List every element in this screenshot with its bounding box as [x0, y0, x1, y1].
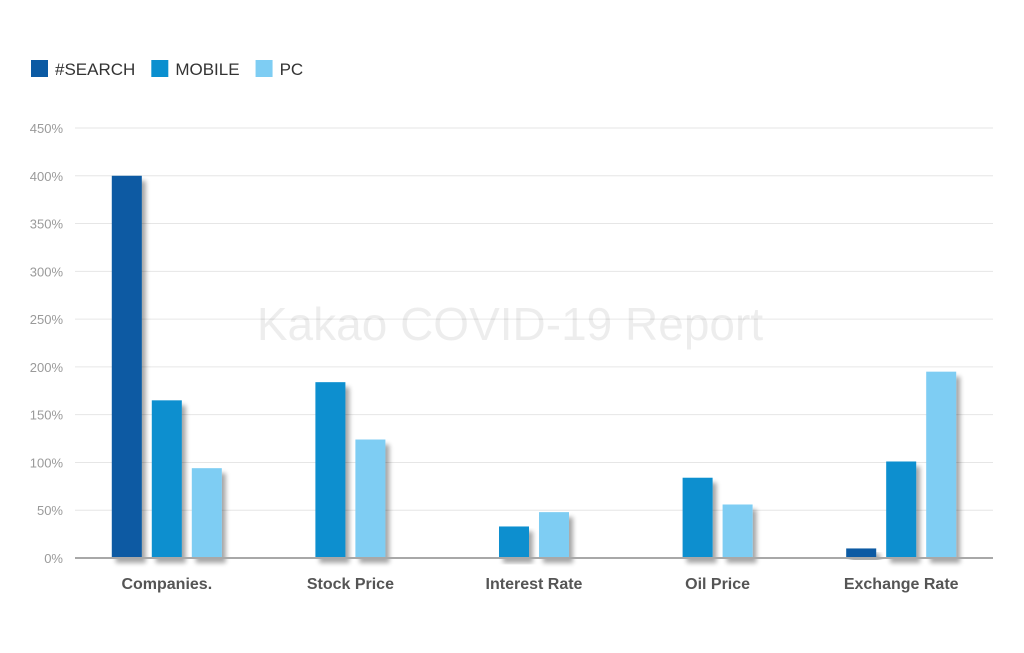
y-tick-label: 250% — [30, 312, 64, 327]
bar-pc-1 — [355, 439, 386, 558]
y-tick-label: 50% — [37, 503, 63, 518]
x-tick-label: Interest Rate — [486, 576, 583, 593]
legend-label: #SEARCH — [55, 60, 135, 79]
legend-item: MOBILE — [151, 60, 240, 79]
bar-pc-0 — [191, 468, 222, 558]
bar-mobile-1 — [315, 382, 346, 558]
bar-mobile-2 — [499, 526, 529, 558]
gridlines — [75, 127, 993, 511]
bar-pc-3 — [722, 504, 753, 558]
x-tick-label: Stock Price — [307, 576, 394, 593]
watermark-text: Kakao COVID-19 Report — [257, 298, 763, 350]
legend-swatch — [151, 60, 169, 77]
y-tick-label: 150% — [30, 408, 64, 423]
y-tick-label: 0% — [44, 551, 63, 566]
bars — [111, 175, 957, 558]
y-tick-label: 450% — [30, 121, 64, 136]
bar-pc-4 — [926, 371, 957, 558]
legend-item: #SEARCH — [31, 60, 135, 79]
bar-mobile-0 — [151, 400, 182, 558]
bar-pc-2 — [539, 512, 569, 558]
y-axis: 0% 50% 100% 150% 200% 250% 300% 350% 400% 450% — [30, 121, 64, 566]
bar-mobile-3 — [682, 477, 713, 558]
bar-search-0 — [111, 175, 142, 558]
legend-item: PC — [255, 60, 304, 79]
x-axis: Companies. Stock Price Interest Rate Oil Pr… — [75, 557, 993, 593]
x-tick-label: Oil Price — [685, 576, 750, 593]
y-tick-label: 350% — [30, 217, 64, 232]
legend-swatch — [31, 60, 48, 77]
y-tick-label: 300% — [30, 264, 64, 279]
y-tick-label: 400% — [30, 169, 64, 184]
legend: #SEARCH MOBILE PC — [31, 60, 303, 79]
legend-label: MOBILE — [175, 60, 239, 79]
x-tick-label: Companies. — [121, 576, 212, 593]
bar-search-4 — [846, 548, 877, 558]
y-tick-label: 100% — [30, 455, 64, 470]
y-tick-label: 200% — [30, 360, 64, 375]
x-tick-label: Exchange Rate — [844, 576, 959, 593]
legend-swatch — [255, 60, 273, 77]
bar-mobile-4 — [886, 461, 917, 558]
legend-label: PC — [280, 60, 304, 79]
